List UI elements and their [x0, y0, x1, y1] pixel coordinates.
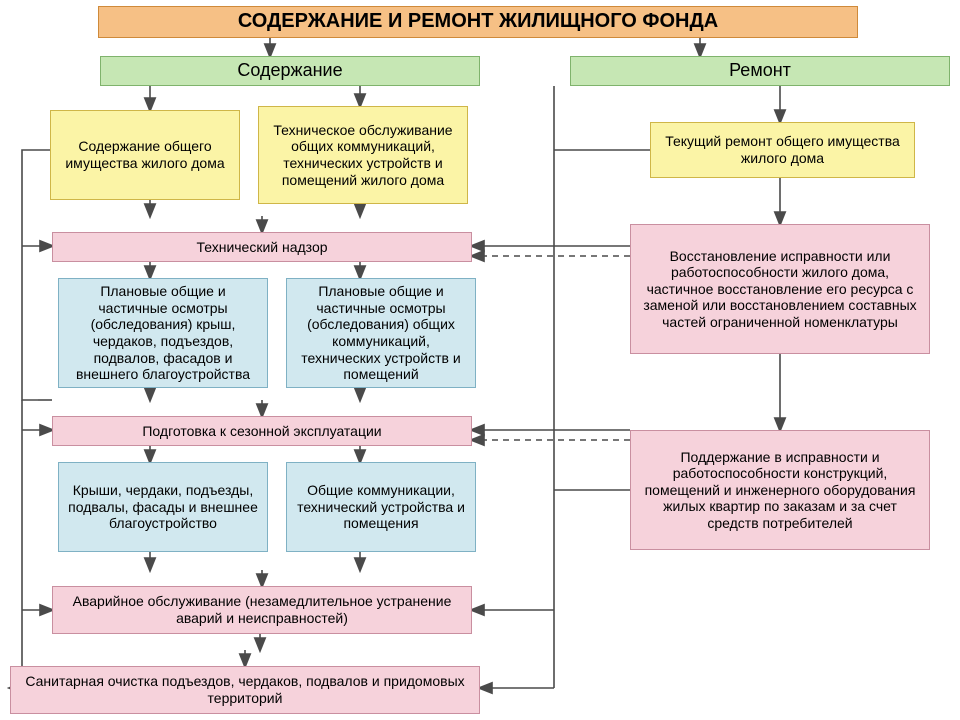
node-n_b3: Крыши, чердаки, подъезды, подвалы, фасад… — [58, 462, 268, 552]
node-n_p_maint: Поддержание в исправности и работоспособ… — [630, 430, 930, 550]
node-n_b4: Общие коммуникации, технический устройст… — [286, 462, 476, 552]
node-n_y3: Текущий ремонт общего имущества жилого д… — [650, 122, 915, 178]
node-n_rep: Ремонт — [570, 56, 950, 86]
node-n_p_tech: Технический надзор — [52, 232, 472, 262]
node-n_y2: Техническое обслуживание общих коммуника… — [258, 106, 468, 204]
node-n_p_season: Подготовка к сезонной эксплуатации — [52, 416, 472, 446]
node-n_p_emerg: Аварийное обслуживание (незамедлительное… — [52, 586, 472, 634]
node-n_p_rest: Восстановление исправности или работоспо… — [630, 224, 930, 354]
node-n_title: СОДЕРЖАНИЕ И РЕМОНТ ЖИЛИЩНОГО ФОНДА — [98, 6, 858, 38]
node-n_b2: Плановые общие и частичные осмотры (обсл… — [286, 278, 476, 388]
node-n_cont: Содержание — [100, 56, 480, 86]
node-n_p_clean: Санитарная очистка подъездов, чердаков, … — [10, 666, 480, 714]
node-n_y1: Содержание общего имущества жилого дома — [50, 110, 240, 200]
node-n_b1: Плановые общие и частичные осмотры (обсл… — [58, 278, 268, 388]
